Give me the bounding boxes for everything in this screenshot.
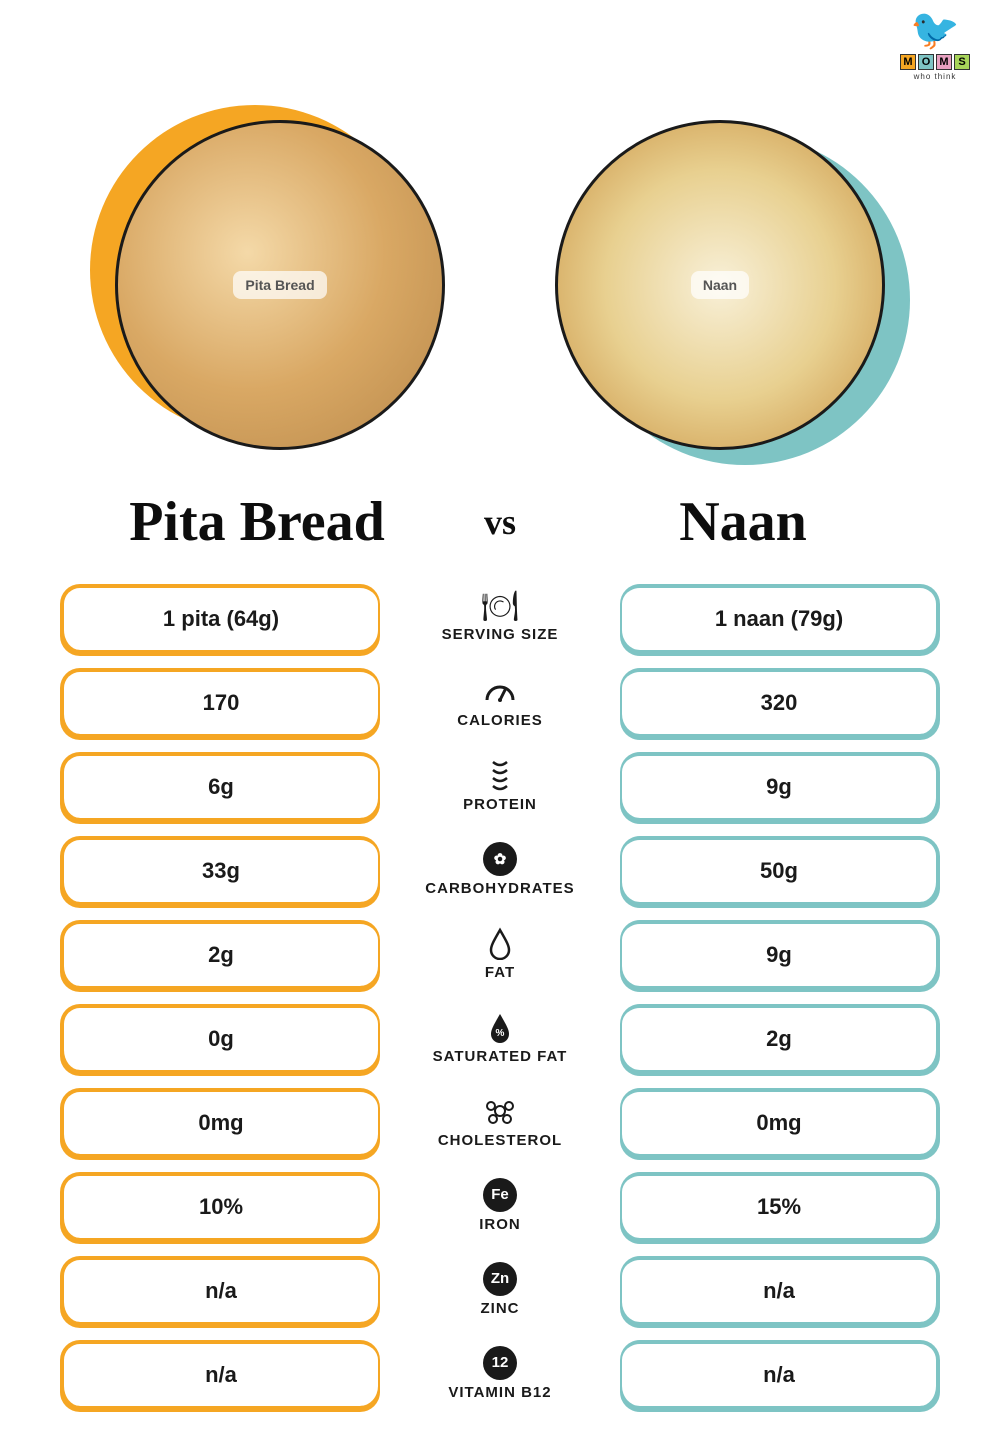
nutrient-label: VITAMIN B12: [448, 1384, 551, 1401]
right-value: 50g: [620, 836, 940, 902]
right-value: 9g: [620, 752, 940, 818]
svg-text:%: %: [496, 1028, 505, 1039]
iron-icon: Fe: [483, 1178, 517, 1212]
logo-letters: MOMS: [890, 54, 980, 70]
calories-icon: [483, 674, 517, 708]
nutrient-label: PROTEIN: [463, 796, 537, 813]
left-food-image: Pita Bread: [115, 120, 445, 450]
left-value: n/a: [60, 1340, 380, 1406]
nutrient-label-col: ✿ CARBOHYDRATES: [400, 842, 600, 897]
nutrition-row: 10% Fe IRON 15%: [60, 1172, 940, 1238]
nutrient-label-col: CALORIES: [400, 674, 600, 729]
comparison-images: Pita Bread Naan: [60, 120, 940, 450]
right-value: 2g: [620, 1004, 940, 1070]
right-value: n/a: [620, 1340, 940, 1406]
serving-icon: 🍽: [481, 592, 519, 622]
left-value: 2g: [60, 920, 380, 986]
right-value: n/a: [620, 1256, 940, 1322]
nutrient-label: IRON: [479, 1216, 521, 1233]
logo-letter: M: [936, 54, 952, 70]
nutrient-label: ZINC: [481, 1300, 520, 1317]
nutrient-label: SATURATED FAT: [433, 1048, 568, 1065]
logo-bird-icon: 🐦: [890, 10, 980, 50]
nutrient-label: FAT: [485, 964, 515, 981]
nutrient-label-col: Zn ZINC: [400, 1262, 600, 1317]
logo-letter: M: [900, 54, 916, 70]
vs-label: vs: [484, 501, 516, 543]
logo-letter: S: [954, 54, 970, 70]
nutrition-row: n/a Zn ZINC n/a: [60, 1256, 940, 1322]
nutrient-label-col: CHOLESTEROL: [400, 1094, 600, 1149]
nutrition-row: 170 CALORIES 320: [60, 668, 940, 734]
nutrition-row: 1 pita (64g) 🍽 SERVING SIZE 1 naan (79g): [60, 584, 940, 650]
right-value: 15%: [620, 1172, 940, 1238]
left-title: Pita Bread: [60, 490, 454, 554]
left-value: n/a: [60, 1256, 380, 1322]
chol-icon: [483, 1094, 517, 1128]
nutrient-label: CARBOHYDRATES: [425, 880, 574, 897]
right-title: Naan: [546, 490, 940, 554]
right-value: 1 naan (79g): [620, 584, 940, 650]
nutrient-label: CALORIES: [457, 712, 543, 729]
right-food-image: Naan: [555, 120, 885, 450]
naan-image: Naan: [555, 120, 885, 450]
nutrition-row: 6g PROTEIN 9g: [60, 752, 940, 818]
nutrient-label-col: 12 VITAMIN B12: [400, 1346, 600, 1401]
nutrition-row: 33g ✿ CARBOHYDRATES 50g: [60, 836, 940, 902]
nutrition-row: 2g FAT 9g: [60, 920, 940, 986]
nutrient-label: CHOLESTEROL: [438, 1132, 562, 1149]
nutrition-row: n/a 12 VITAMIN B12 n/a: [60, 1340, 940, 1406]
logo-letter: O: [918, 54, 934, 70]
brand-logo: 🐦 MOMS who think: [890, 10, 980, 81]
protein-icon: [483, 758, 517, 792]
carbs-icon: ✿: [483, 842, 517, 876]
satfat-icon: %: [483, 1010, 517, 1044]
b12-icon: 12: [483, 1346, 517, 1380]
nutrient-label-col: PROTEIN: [400, 758, 600, 813]
left-value: 6g: [60, 752, 380, 818]
left-value: 10%: [60, 1172, 380, 1238]
nutrition-rows: 1 pita (64g) 🍽 SERVING SIZE 1 naan (79g) 170…: [60, 584, 940, 1406]
nutrient-label-col: Fe IRON: [400, 1178, 600, 1233]
nutrition-row: 0g% SATURATED FAT 2g: [60, 1004, 940, 1070]
fat-icon: [483, 926, 517, 960]
left-value: 1 pita (64g): [60, 584, 380, 650]
left-value: 0g: [60, 1004, 380, 1070]
pita-image: Pita Bread: [115, 120, 445, 450]
right-value: 0mg: [620, 1088, 940, 1154]
nutrient-label: SERVING SIZE: [442, 626, 559, 643]
nutrient-label-col: FAT: [400, 926, 600, 981]
left-value: 0mg: [60, 1088, 380, 1154]
nutrient-label-col: % SATURATED FAT: [400, 1010, 600, 1065]
logo-subtitle: who think: [890, 72, 980, 81]
right-value: 9g: [620, 920, 940, 986]
right-value: 320: [620, 668, 940, 734]
nutrition-row: 0mg CHOLESTEROL 0mg: [60, 1088, 940, 1154]
titles-row: Pita Bread vs Naan: [60, 490, 940, 554]
zinc-icon: Zn: [483, 1262, 517, 1296]
nutrient-label-col: 🍽 SERVING SIZE: [400, 592, 600, 643]
left-value: 170: [60, 668, 380, 734]
left-value: 33g: [60, 836, 380, 902]
